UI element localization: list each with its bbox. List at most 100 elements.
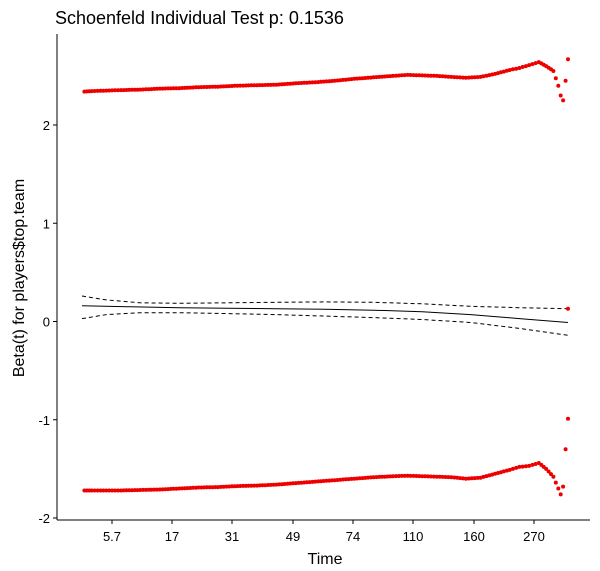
residual-point xyxy=(232,484,237,489)
residual-point xyxy=(446,74,451,79)
residual-point xyxy=(463,75,468,80)
residual-point xyxy=(127,488,132,493)
residual-point xyxy=(271,82,276,87)
smooth-fit-line xyxy=(81,305,569,323)
residual-point xyxy=(402,73,407,78)
residual-point xyxy=(124,88,129,92)
residual-point xyxy=(440,474,445,479)
residual-point xyxy=(227,84,232,89)
residual-point xyxy=(191,485,196,490)
confidence-lower-line xyxy=(81,312,569,336)
residual-point xyxy=(405,72,410,77)
residual-point xyxy=(561,98,566,103)
x-tick-label: 74 xyxy=(346,529,360,544)
residual-point xyxy=(118,488,123,493)
residual-point xyxy=(98,88,103,93)
residual-point xyxy=(466,75,471,80)
residual-point xyxy=(566,416,570,421)
residual-point xyxy=(149,487,154,492)
residual-point xyxy=(423,73,428,78)
residual-point xyxy=(257,483,262,488)
residual-point xyxy=(107,488,112,493)
y-tick-label: 2 xyxy=(43,118,50,133)
residual-point xyxy=(417,73,422,78)
residual-point xyxy=(530,62,535,67)
residual-point xyxy=(563,447,568,452)
residual-point xyxy=(152,487,157,492)
residual-point xyxy=(461,75,465,80)
y-axis-label: Beta(t) for players$top.team xyxy=(11,179,28,377)
residual-point xyxy=(210,485,215,490)
residual-point xyxy=(527,463,532,468)
residual-point xyxy=(556,486,561,491)
residual-point xyxy=(104,488,109,493)
residual-point xyxy=(249,83,254,88)
smooth-fit-lines xyxy=(81,295,569,336)
residual-point xyxy=(252,483,257,488)
residual-point xyxy=(455,75,460,80)
x-tick-label: 17 xyxy=(165,529,179,544)
residual-point xyxy=(566,306,570,311)
residual-point xyxy=(116,488,120,493)
residual-point xyxy=(271,482,276,487)
residual-point xyxy=(414,73,419,78)
residual-point xyxy=(163,487,168,492)
residual-point xyxy=(89,89,94,94)
residual-point xyxy=(420,73,425,78)
residual-point xyxy=(530,462,535,467)
residual-point xyxy=(449,74,454,79)
residual-point xyxy=(143,87,148,92)
residual-point xyxy=(101,88,106,93)
residual-point xyxy=(437,474,442,479)
residual-point xyxy=(472,75,477,80)
residual-point xyxy=(434,474,439,479)
residual-point xyxy=(461,476,465,481)
residual-point xyxy=(423,474,428,479)
x-tick-label: 270 xyxy=(523,529,545,544)
residual-point xyxy=(469,75,474,80)
residual-point xyxy=(469,476,474,481)
residual-point xyxy=(434,73,439,78)
residual-point xyxy=(95,88,100,93)
residual-point xyxy=(428,73,433,78)
residual-point xyxy=(417,474,422,479)
residual-point xyxy=(420,474,425,479)
residual-point xyxy=(263,83,268,87)
residual-point xyxy=(452,475,457,480)
residual-point xyxy=(507,467,512,472)
residual-point xyxy=(431,474,436,479)
residual-point xyxy=(452,75,457,80)
x-axis: 5.7 17 31 49 74 110 160 270 xyxy=(57,519,590,544)
residual-point xyxy=(481,74,486,79)
residual-point xyxy=(475,475,480,480)
residual-point xyxy=(171,86,176,91)
residual-point xyxy=(558,492,563,497)
residual-point xyxy=(207,84,212,89)
residual-point xyxy=(155,487,159,492)
residual-point xyxy=(98,488,103,493)
residual-point xyxy=(411,473,416,478)
residual-point xyxy=(268,82,273,87)
residual-point xyxy=(166,86,171,91)
residual-point xyxy=(455,475,460,480)
residual-point xyxy=(224,484,229,489)
residual-point xyxy=(130,87,134,92)
residual-point xyxy=(238,83,243,88)
residual-point xyxy=(399,473,404,478)
residual-point xyxy=(501,469,506,474)
residual-point xyxy=(101,488,106,493)
residual-point xyxy=(188,85,193,90)
residual-point xyxy=(210,84,215,89)
residual-point xyxy=(440,74,445,79)
residual-point xyxy=(199,485,204,490)
residual-point xyxy=(113,488,117,493)
residual-point xyxy=(296,81,301,86)
residual-point xyxy=(514,66,519,71)
residual-point xyxy=(310,80,315,85)
residual-point xyxy=(127,87,132,92)
residual-point xyxy=(241,83,246,88)
residual-point xyxy=(171,486,176,491)
residual-point xyxy=(396,73,401,78)
residual-point xyxy=(514,465,519,470)
